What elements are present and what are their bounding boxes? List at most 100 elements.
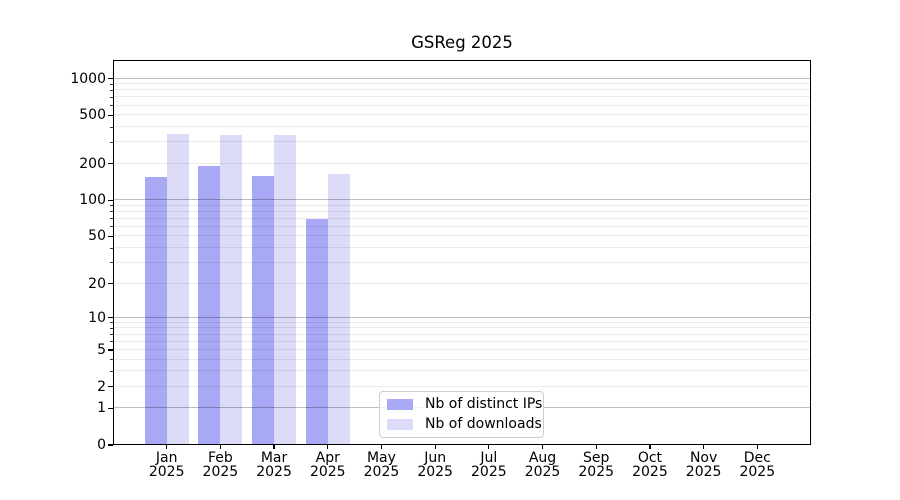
x-tick-month-apr: Apr: [315, 450, 340, 466]
x-tick-year-apr: 2025: [309, 463, 346, 480]
y-minor-tick-mark-6: [110, 341, 113, 343]
y-tick-label-50: 50: [88, 228, 106, 245]
gridline-minor-2: [113, 385, 811, 387]
x-tick-mark-oct: [649, 445, 651, 449]
bar-nb-of-distinct-ips-jan: [144, 177, 167, 445]
y-tick-mark-1000: [108, 77, 113, 80]
legend-swatch-distinct-ips: [387, 399, 413, 410]
x-tick-label-jul: Jul 2025: [459, 451, 519, 480]
gridline-minor-60: [113, 225, 811, 227]
gridline-minor-40: [113, 247, 811, 249]
gridline-minor-5: [113, 348, 811, 350]
y-minor-tick-mark-7: [110, 334, 113, 336]
plot-area: [113, 60, 811, 445]
gridline-minor-600: [113, 104, 811, 106]
y-minor-tick-mark-8: [110, 327, 113, 329]
y-minor-tick-mark-40: [110, 247, 113, 249]
bar-nb-of-downloads-feb: [220, 134, 243, 445]
x-tick-label-may: May 2025: [351, 451, 411, 480]
bar-nb-of-downloads-mar: [274, 134, 297, 445]
x-tick-year-sep: 2025: [578, 463, 615, 480]
y-tick-mark-1: [108, 407, 113, 409]
x-tick-mark-sep: [595, 445, 597, 449]
gridline-minor-7: [113, 333, 811, 335]
bar-nb-of-distinct-ips-mar: [252, 175, 275, 445]
x-tick-mark-mar: [273, 445, 275, 449]
x-tick-mark-jun: [434, 445, 436, 449]
bar-nb-of-distinct-ips-feb: [198, 166, 221, 445]
gridline-major-10: [113, 316, 811, 318]
y-tick-label-0: 0: [97, 437, 106, 453]
x-tick-label-aug: Aug 2025: [513, 450, 573, 480]
x-tick-month-mar: Mar: [260, 450, 288, 466]
gridline-minor-90: [113, 204, 811, 206]
y-tick-mark-50: [108, 235, 113, 238]
chart-title: GSReg 2025: [411, 33, 513, 52]
gridline-minor-500: [113, 114, 811, 116]
y-minor-tick-mark-60: [110, 226, 113, 228]
y-minor-tick-mark-3: [110, 370, 113, 372]
x-tick-year-jan: 2025: [148, 463, 185, 480]
y-tick-label-1000: 1000: [70, 70, 106, 87]
x-tick-year-aug: 2025: [524, 463, 561, 480]
x-tick-year-oct: 2025: [632, 463, 668, 480]
y-tick-mark-0: [108, 444, 113, 446]
x-tick-mark-dec: [756, 445, 758, 449]
gridline-minor-9: [113, 321, 811, 323]
gridline-major-100: [113, 199, 811, 201]
y-tick-label-20: 20: [88, 275, 106, 292]
x-tick-label-sep: Sep 2025: [566, 450, 626, 480]
y-tick-label-5: 5: [97, 341, 106, 358]
y-tick-mark-200: [108, 163, 113, 165]
x-tick-month-sep: Sep: [583, 450, 610, 466]
x-tick-year-jul: 2025: [471, 463, 507, 480]
legend-item-distinct-ips: Nb of distinct IPs: [387, 397, 542, 412]
gridline-major-1000: [113, 77, 811, 79]
x-tick-month-oct: Oct: [637, 450, 663, 466]
gridline-minor-50: [113, 235, 811, 237]
y-minor-tick-mark-900: [110, 83, 113, 85]
x-tick-year-may: 2025: [363, 463, 400, 480]
x-tick-label-dec: Dec 2025: [727, 451, 787, 480]
y-tick-label-200: 200: [79, 155, 106, 172]
plot-frame: [113, 60, 811, 445]
y-minor-tick-mark-600: [110, 105, 113, 107]
y-minor-tick-mark-4: [110, 359, 113, 361]
x-tick-label-oct: Oct 2025: [620, 450, 680, 480]
gridline-minor-700: [113, 96, 811, 98]
y-tick-mark-20: [108, 282, 113, 285]
y-minor-tick-mark-800: [110, 89, 113, 91]
x-tick-label-jan: Jan 2025: [137, 450, 197, 480]
gridline-minor-30: [113, 261, 811, 263]
x-tick-month-feb: Feb: [207, 450, 233, 466]
y-minor-tick-mark-300: [110, 141, 113, 143]
y-tick-mark-10: [108, 317, 113, 319]
x-tick-year-nov: 2025: [685, 463, 722, 480]
gridline-minor-3: [113, 370, 811, 372]
y-tick-label-500: 500: [79, 107, 106, 124]
y-tick-mark-2: [108, 386, 113, 388]
x-tick-label-feb: Feb 2025: [190, 450, 250, 480]
legend: Nb of distinct IPs Nb of downloads: [379, 391, 544, 438]
legend-swatch-downloads: [387, 419, 413, 430]
gridline-minor-900: [113, 83, 811, 85]
x-tick-year-jun: 2025: [417, 463, 453, 480]
y-tick-label-10: 10: [88, 309, 106, 326]
y-tick-label-100: 100: [79, 192, 106, 209]
gridline-minor-6: [113, 340, 811, 342]
x-tick-month-jan: Jan: [155, 450, 178, 466]
x-tick-mark-aug: [541, 445, 544, 449]
gridline-minor-200: [113, 162, 811, 164]
y-minor-tick-mark-9: [110, 322, 113, 324]
y-minor-tick-mark-30: [110, 262, 113, 264]
gridline-minor-20: [113, 282, 811, 284]
legend-label-distinct-ips: Nb of distinct IPs: [425, 396, 543, 412]
y-tick-mark-500: [108, 114, 113, 116]
bar-nb-of-downloads-jan: [166, 134, 189, 445]
x-tick-label-mar: Mar 2025: [244, 450, 304, 480]
gridline-minor-80: [113, 210, 811, 212]
x-tick-month-aug: Aug: [528, 450, 557, 466]
y-tick-label-1: 1: [97, 400, 106, 417]
gridline-minor-400: [113, 126, 811, 128]
